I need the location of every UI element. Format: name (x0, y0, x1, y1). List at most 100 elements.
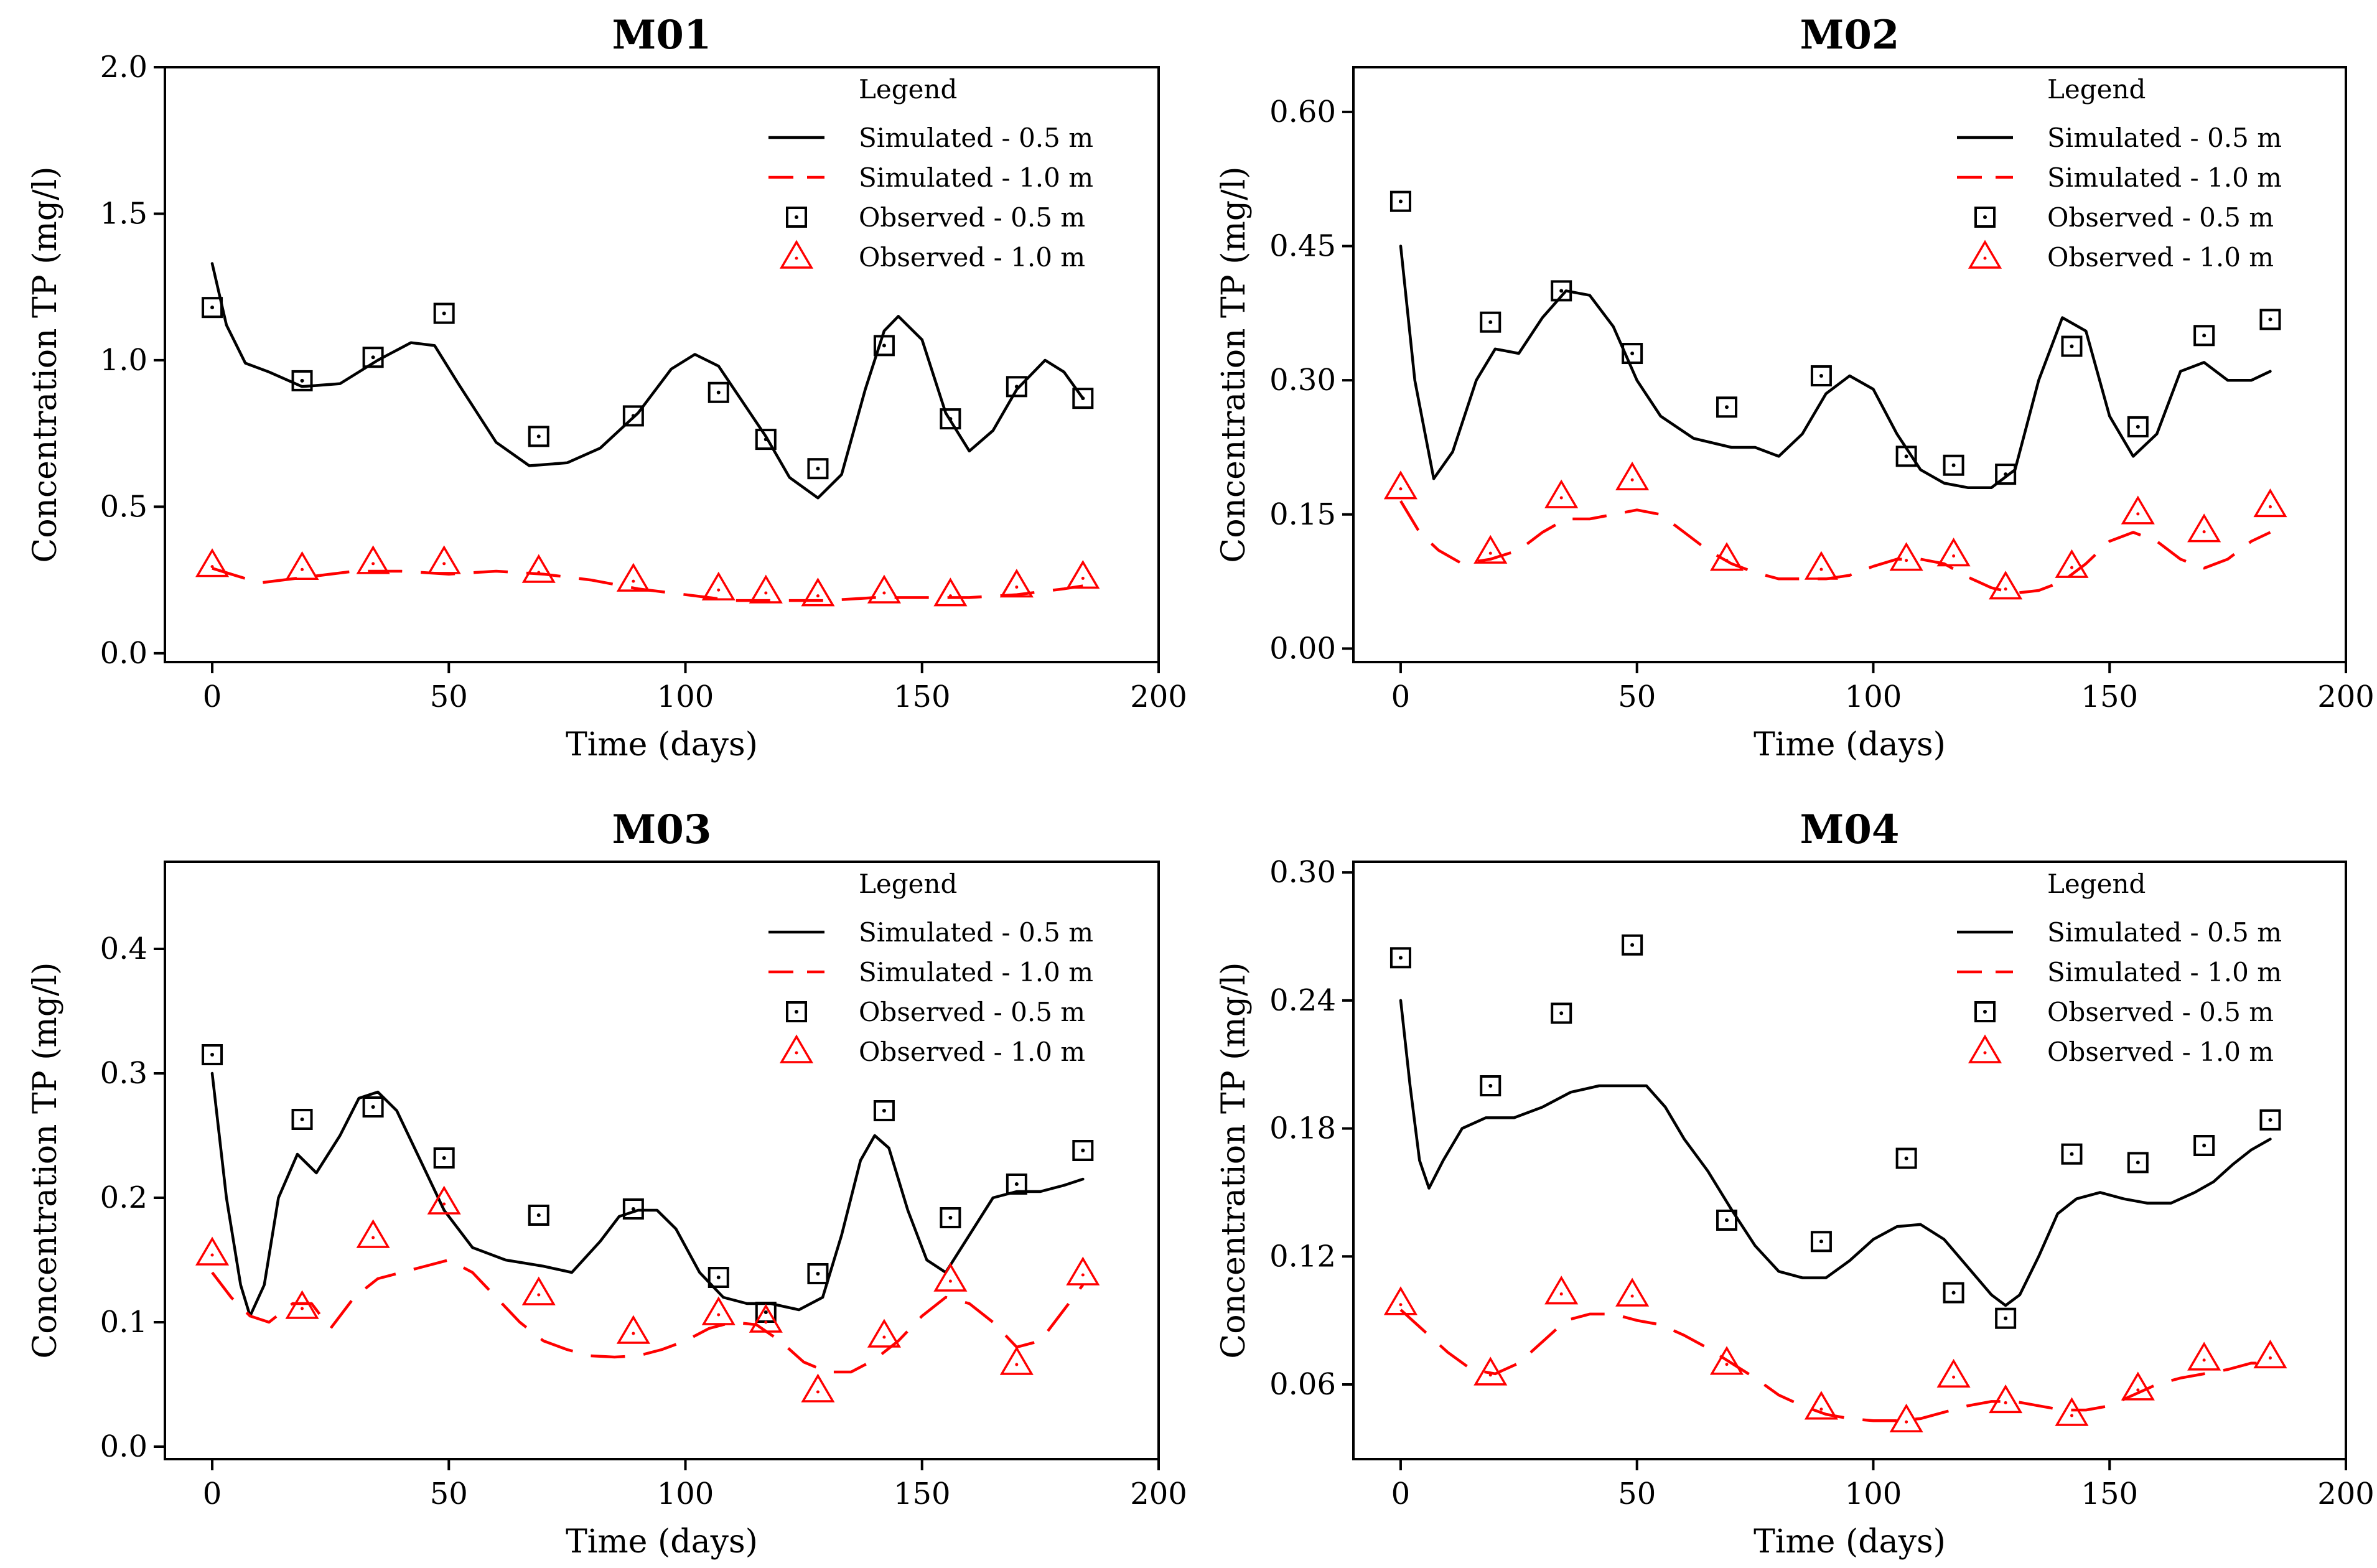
marker-observed-0-5m (433, 1147, 455, 1169)
marker-center-dot (1819, 1239, 1823, 1244)
plot-frame (164, 66, 1160, 663)
marker-observed-1-0m (749, 574, 783, 604)
marker-observed-0-5m (2061, 1143, 2083, 1165)
marker-observed-0-5m (2127, 416, 2149, 437)
marker-observed-1-0m (1936, 538, 1971, 567)
marker-center-dot (2268, 1118, 2272, 1122)
marker-center-dot (795, 1010, 798, 1014)
marker-observed-1-0m (427, 1185, 461, 1215)
marker-observed-1-0m (427, 545, 461, 574)
legend-swatch-square (786, 207, 807, 228)
marker-center-dot (2136, 1388, 2140, 1392)
marker-observed-1-0m (1989, 571, 2023, 600)
marker-center-dot (816, 1272, 820, 1276)
y-tick-label: 0.45 (1269, 229, 1336, 264)
marker-observed-0-5m (2259, 1109, 2281, 1131)
marker-observed-1-0m (1709, 1346, 1744, 1375)
y-axis-label: Concentration TP (mg/l) (1215, 166, 1253, 562)
legend-label: Simulated - 1.0 m (2047, 162, 2282, 193)
marker-center-dot (2202, 1358, 2206, 1362)
marker-observed-0-5m (291, 370, 313, 391)
marker-center-dot (1951, 463, 1956, 467)
legend: Legend Simulated - 0.5 m Simulated - 1.0 m… (768, 74, 1093, 273)
marker-observed-1-0m (195, 1236, 230, 1266)
legend-label: Simulated - 0.5 m (859, 123, 1093, 153)
marker-center-dot (948, 417, 953, 421)
marker-center-dot (882, 1109, 886, 1113)
marker-observed-1-0m (2121, 1371, 2155, 1401)
marker-observed-0-5m (1895, 446, 1917, 467)
x-tick-label: 50 (1618, 1477, 1656, 1511)
legend: Legend Simulated - 0.5 m Simulated - 1.0 m… (1957, 74, 2282, 273)
marker-center-dot (300, 1118, 304, 1121)
x-tick-label: 50 (1618, 679, 1656, 714)
panel-m02: M02 0 50 100 150 200 0.00 0.15 0.30 0.45 0.60 Time … (1215, 12, 2375, 763)
marker-observed-1-0m (701, 571, 736, 601)
marker-center-dot (2136, 1160, 2140, 1165)
marker-center-dot (1725, 405, 1729, 409)
y-tick-label: 0.60 (1269, 95, 1336, 129)
marker-center-dot (764, 1320, 768, 1324)
series-line-simulated-0-5m (1399, 245, 2272, 489)
legend-label: Observed - 1.0 m (2047, 1037, 2274, 1067)
marker-observed-0-5m (1006, 1174, 1027, 1195)
y-tick-label: 0.24 (1269, 983, 1336, 1018)
legend: Legend Simulated - 0.5 m Simulated - 1.0 m… (1957, 869, 2282, 1067)
marker-center-dot (716, 1276, 721, 1279)
marker-observed-1-0m (1615, 461, 1650, 491)
marker-observed-1-0m (1544, 1276, 1579, 1305)
marker-center-dot (1819, 373, 1823, 378)
panel-title: M02 (1800, 12, 1900, 58)
marker-observed-1-0m (285, 1290, 319, 1319)
marker-center-dot (1488, 1084, 1493, 1088)
x-tick-label: 200 (2317, 1477, 2375, 1511)
x-tick-label: 50 (430, 1477, 468, 1511)
marker-center-dot (1015, 1363, 1019, 1366)
y-tick-label: 0.06 (1269, 1367, 1336, 1402)
marker-observed-1-0m (801, 577, 835, 607)
marker-center-dot (210, 565, 214, 569)
marker-center-dot (2268, 505, 2272, 508)
marker-observed-0-5m (202, 297, 223, 319)
marker-center-dot (1725, 1363, 1729, 1366)
marker-observed-0-5m (2193, 1135, 2215, 1156)
y-tick-label: 0.18 (1269, 1111, 1336, 1146)
legend-label: Observed - 1.0 m (2047, 242, 2274, 273)
series-line-simulated-1-0m (1399, 500, 2271, 595)
legend-label: Simulated - 1.0 m (859, 162, 1093, 193)
marker-observed-0-5m (2193, 325, 2215, 347)
legend-label: Simulated - 0.5 m (2047, 123, 2282, 153)
marker-center-dot (1559, 1292, 1563, 1296)
marker-center-dot (1630, 478, 1634, 482)
x-tick-label: 150 (2081, 679, 2138, 714)
marker-observed-1-0m (749, 1304, 783, 1333)
marker-center-dot (536, 434, 541, 439)
marker-observed-1-0m (285, 551, 319, 581)
legend-label: Observed - 0.5 m (859, 997, 1085, 1027)
legend-label: Simulated - 0.5 m (859, 917, 1093, 948)
marker-center-dot (1630, 1294, 1634, 1298)
marker-center-dot (301, 1307, 304, 1310)
marker-center-dot (816, 594, 820, 598)
y-tick-label: 0.0 (100, 1429, 147, 1464)
marker-observed-1-0m (616, 1315, 650, 1344)
y-tick-label: 0.2 (100, 1180, 147, 1215)
marker-observed-0-5m (1943, 454, 1964, 476)
marker-observed-1-0m (1544, 479, 1579, 508)
marker-observed-0-5m (1622, 343, 1643, 365)
marker-center-dot (1398, 956, 1403, 960)
marker-center-dot (632, 1332, 635, 1335)
legend-label: Observed - 0.5 m (859, 202, 1085, 233)
panel-title: M03 (612, 806, 712, 853)
marker-center-dot (2268, 1356, 2272, 1360)
marker-center-dot (1014, 385, 1019, 389)
marker-center-dot (2268, 317, 2272, 322)
marker-observed-1-0m (356, 545, 390, 574)
marker-observed-1-0m (801, 1373, 835, 1402)
y-tick-label: 0.12 (1269, 1239, 1336, 1274)
marker-observed-1-0m (1936, 1358, 1971, 1388)
marker-observed-1-0m (2055, 1397, 2089, 1426)
marker-observed-0-5m (1072, 1140, 1094, 1161)
plot-frame (1352, 861, 2347, 1460)
marker-center-dot (1559, 1011, 1564, 1015)
